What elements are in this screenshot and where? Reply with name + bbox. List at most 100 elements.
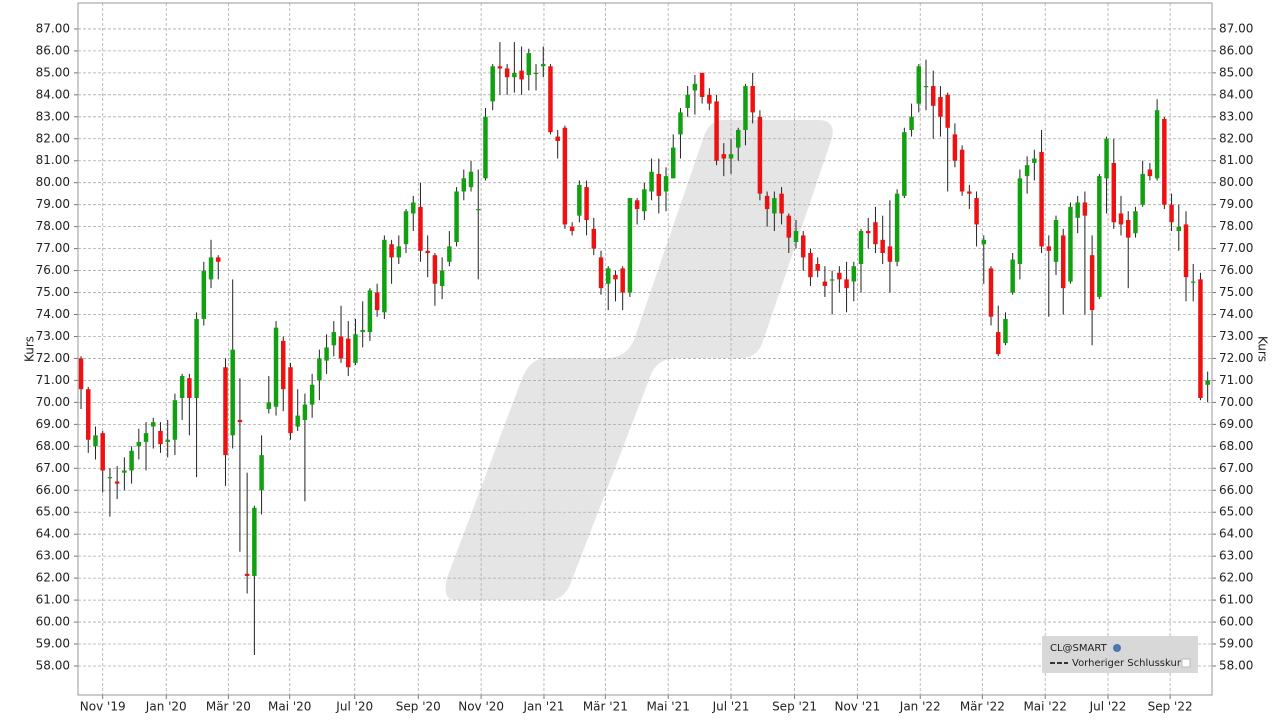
candle-body <box>923 86 929 88</box>
candle-body <box>1133 211 1138 234</box>
candle-body <box>988 268 994 317</box>
candle-body <box>237 419 243 423</box>
candle-body <box>526 53 532 76</box>
legend-checkbox[interactable] <box>1181 658 1191 668</box>
candle-body <box>1032 158 1037 163</box>
candle-body <box>793 231 799 243</box>
y-tick-label: 70.00 <box>36 395 70 409</box>
candle-body <box>1060 235 1066 289</box>
x-tick-label: Jan '20 <box>145 700 187 714</box>
candle-body <box>396 246 402 258</box>
candle-body <box>743 86 748 130</box>
candle-body <box>894 193 900 262</box>
y2-tick-label: 65.00 <box>1219 505 1253 519</box>
y-tick-label: 79.00 <box>36 197 70 211</box>
x-tick-label: Sep '22 <box>1148 700 1193 714</box>
y2-tick-label: 61.00 <box>1219 593 1253 607</box>
y-tick-label: 58.00 <box>36 659 70 673</box>
y2-tick-label: 74.00 <box>1219 307 1253 321</box>
candle-body <box>591 228 597 249</box>
candle-body <box>548 66 553 133</box>
y2-tick-label: 80.00 <box>1219 175 1253 189</box>
y2-tick-label: 70.00 <box>1219 395 1253 409</box>
candle-body <box>887 246 893 262</box>
candle-body <box>1053 220 1059 262</box>
candle-body <box>562 127 568 225</box>
candle-body <box>663 176 669 192</box>
y2-tick-label: 62.00 <box>1219 571 1253 585</box>
candle-body <box>338 336 344 359</box>
y-tick-label: 74.00 <box>36 307 70 321</box>
y2-tick-label: 84.00 <box>1219 87 1253 101</box>
candle-body <box>670 147 676 179</box>
legend-label: Vorheriger Schlusskurs <box>1072 658 1186 669</box>
candle-body <box>858 231 864 264</box>
candle-body <box>822 281 828 286</box>
y2-tick-label: 68.00 <box>1219 439 1253 453</box>
candle-body <box>974 198 979 225</box>
candle-body <box>331 332 337 346</box>
candle-body <box>1003 318 1008 344</box>
candle-body <box>952 134 958 161</box>
y-tick-label: 77.00 <box>36 241 70 255</box>
legend-label: CL@SMART <box>1050 643 1108 654</box>
y-tick-label: 72.00 <box>36 351 70 365</box>
candle-body <box>179 376 185 398</box>
y-tick-label: 82.00 <box>36 131 70 145</box>
candle-body <box>1046 246 1052 251</box>
candles <box>78 42 1210 656</box>
y-tick-label: 81.00 <box>36 153 70 167</box>
candle-body <box>143 433 149 442</box>
candle-body <box>244 573 250 576</box>
y2-tick-label: 81.00 <box>1219 153 1253 167</box>
candle-body <box>757 116 763 194</box>
candle-body <box>772 198 777 214</box>
y2-axis-title: Kurs <box>1256 336 1270 362</box>
candle-body <box>533 72 539 75</box>
candle-body <box>461 178 467 192</box>
candle-body <box>678 112 683 135</box>
candle-body <box>815 263 820 271</box>
y2-tick-label: 83.00 <box>1219 109 1253 123</box>
axis-labels: 58.00 58.00 59.00 59.00 60.00 60.00 61.00 61.00… <box>36 21 1254 713</box>
legend: CL@SMART Vorheriger Schlusskurs <box>1042 636 1198 673</box>
candle-body <box>1176 226 1182 232</box>
y2-tick-label: 72.00 <box>1219 351 1253 365</box>
candle-body <box>909 116 914 130</box>
y-tick-label: 85.00 <box>36 65 70 79</box>
y2-tick-label: 82.00 <box>1219 131 1253 145</box>
candle-body <box>735 129 741 148</box>
candle-body <box>389 244 394 258</box>
candle-body <box>1024 165 1030 177</box>
candle-body <box>1140 173 1145 205</box>
candle-body <box>302 404 308 420</box>
candle-body <box>512 72 517 78</box>
candle-body <box>114 481 120 484</box>
y-tick-label: 69.00 <box>36 417 70 431</box>
y-tick-label: 66.00 <box>36 483 70 497</box>
candle-body <box>1010 259 1015 293</box>
y-tick-label: 68.00 <box>36 439 70 453</box>
candle-body <box>902 132 907 196</box>
candle-body <box>317 358 322 381</box>
candle-body <box>403 211 409 245</box>
candle-body <box>786 215 792 238</box>
candle-body <box>692 83 698 91</box>
y2-tick-label: 75.00 <box>1219 285 1253 299</box>
candle-body <box>490 66 495 102</box>
candle-body <box>252 507 257 576</box>
candle-body <box>656 173 662 196</box>
candle-body <box>1118 213 1124 225</box>
candle-body <box>1089 255 1095 311</box>
candle-body <box>981 239 987 245</box>
x-tick-label: Mai '22 <box>1023 700 1066 714</box>
candle-body <box>374 292 380 311</box>
candle-body <box>411 202 416 214</box>
y-tick-label: 71.00 <box>36 373 70 387</box>
candle-body <box>230 349 235 436</box>
candle-body <box>432 255 438 284</box>
candle-body <box>606 268 611 284</box>
x-tick-label: Mär '21 <box>583 700 628 714</box>
candle-body <box>288 367 293 434</box>
y-tick-label: 75.00 <box>36 285 70 299</box>
